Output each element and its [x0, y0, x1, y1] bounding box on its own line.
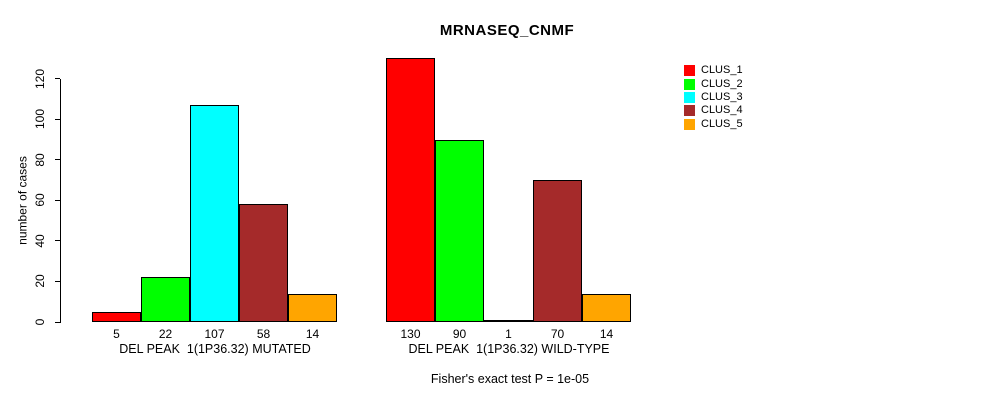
legend-item: CLUS_2 — [684, 77, 743, 90]
bar-value-label: 107 — [204, 327, 225, 341]
y-axis-tick-label: 120 — [33, 68, 47, 89]
group-label-mutated: DEL PEAK 1(1P36.32) MUTATED — [119, 342, 311, 356]
y-axis-tick — [55, 240, 60, 242]
bar-value-label: 14 — [599, 327, 614, 341]
bar-value-label: 70 — [550, 327, 565, 341]
bar-value-label: 5 — [113, 327, 120, 341]
bar-value-label: 58 — [256, 327, 271, 341]
chart-title: MRNASEQ_CNMF — [439, 22, 575, 39]
fisher-test-annotation: Fisher's exact test P = 1e-05 — [430, 372, 590, 386]
legend-item: CLUS_5 — [684, 118, 743, 131]
y-axis-tick-label: 40 — [33, 234, 47, 248]
bar-value-label: 130 — [400, 327, 421, 341]
legend-swatch — [684, 105, 695, 117]
legend-label: CLUS_1 — [701, 64, 743, 77]
legend-swatch — [684, 65, 695, 77]
y-axis-label: number of cases — [15, 156, 30, 245]
y-axis-tick-label: 80 — [33, 153, 47, 167]
legend-swatch — [684, 91, 695, 103]
legend-label: CLUS_5 — [701, 117, 743, 130]
legend-label: CLUS_3 — [701, 90, 743, 103]
y-axis-tick — [55, 78, 60, 80]
legend-item: CLUS_1 — [684, 64, 743, 77]
bar-clus_4-group2 — [533, 180, 582, 322]
bar-clus_3-group2 — [484, 320, 533, 322]
y-axis-tick — [55, 159, 60, 161]
bar-clus_1-group1 — [92, 312, 141, 322]
legend-item: CLUS_3 — [684, 91, 743, 104]
bar-clus_3-group1 — [190, 105, 239, 322]
bar-clus_2-group2 — [435, 140, 484, 322]
group-label-wildtype: DEL PEAK 1(1P36.32) WILD-TYPE — [408, 342, 610, 356]
y-axis-tick-label: 20 — [33, 274, 47, 289]
y-axis-tick-label: 60 — [33, 193, 47, 208]
y-axis-tick-label: 0 — [33, 318, 47, 326]
bar-clus_5-group2 — [582, 294, 631, 322]
bar-value-label: 90 — [452, 327, 467, 341]
legend-swatch — [684, 78, 695, 90]
y-axis-tick — [55, 118, 60, 120]
y-axis-line — [60, 78, 61, 323]
legend-label: CLUS_2 — [701, 77, 743, 90]
bar-clus_1-group2 — [386, 58, 435, 322]
legend: CLUS_1 CLUS_2 CLUS_3 CLUS_4 CLUS_5 — [684, 64, 743, 131]
legend-item: CLUS_4 — [684, 104, 743, 117]
bar-clus_4-group1 — [239, 204, 288, 322]
bar-clus_5-group1 — [288, 294, 337, 322]
y-axis-tick — [55, 280, 60, 282]
y-axis-tick-label: 100 — [33, 109, 47, 130]
bar-value-label: 14 — [305, 327, 320, 341]
bar-value-label: 1 — [505, 327, 512, 341]
y-axis-tick — [55, 199, 60, 201]
y-axis-tick — [55, 321, 60, 323]
bar-value-label: 22 — [158, 327, 173, 341]
legend-swatch — [684, 118, 695, 130]
bar-clus_2-group1 — [141, 277, 190, 322]
legend-label: CLUS_4 — [701, 104, 743, 117]
